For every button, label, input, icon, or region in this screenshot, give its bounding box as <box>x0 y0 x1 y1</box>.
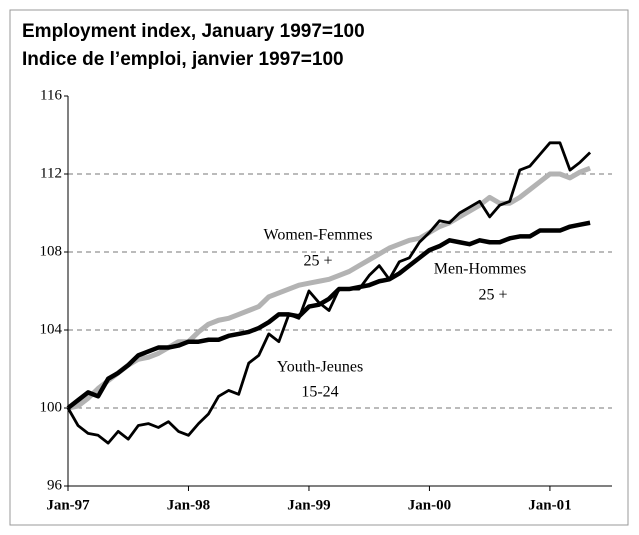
frame <box>9 9 629 526</box>
series-sublabel: 15-24 <box>301 384 338 401</box>
x-tick-label: Jan-01 <box>528 497 571 513</box>
x-tick-label: Jan-97 <box>46 497 90 513</box>
y-tick-label: 104 <box>40 321 63 337</box>
series-label: Youth-Jeunes <box>277 359 363 376</box>
y-tick-label: 96 <box>47 477 63 493</box>
x-tick-label: Jan-99 <box>287 497 330 513</box>
series-line <box>66 141 592 445</box>
y-tick-label: 100 <box>40 399 63 415</box>
y-tick-label: 116 <box>40 87 62 103</box>
series-sublabel: 25 + <box>478 287 507 304</box>
y-tick-label: 108 <box>40 243 63 259</box>
series-label: Women-Femmes <box>264 227 373 244</box>
series-sublabel: 25 + <box>303 253 332 270</box>
y-tick-label: 112 <box>40 165 62 181</box>
chart-subtitle: Indice de l’emploi, janvier 1997=100 <box>22 49 344 70</box>
series-label: Men-Hommes <box>434 261 526 278</box>
x-tick-label: Jan-00 <box>408 497 451 513</box>
x-tick-label: Jan-98 <box>167 497 210 513</box>
series-line <box>66 220 591 410</box>
chart-title: Employment index, January 1997=100 <box>22 21 365 42</box>
